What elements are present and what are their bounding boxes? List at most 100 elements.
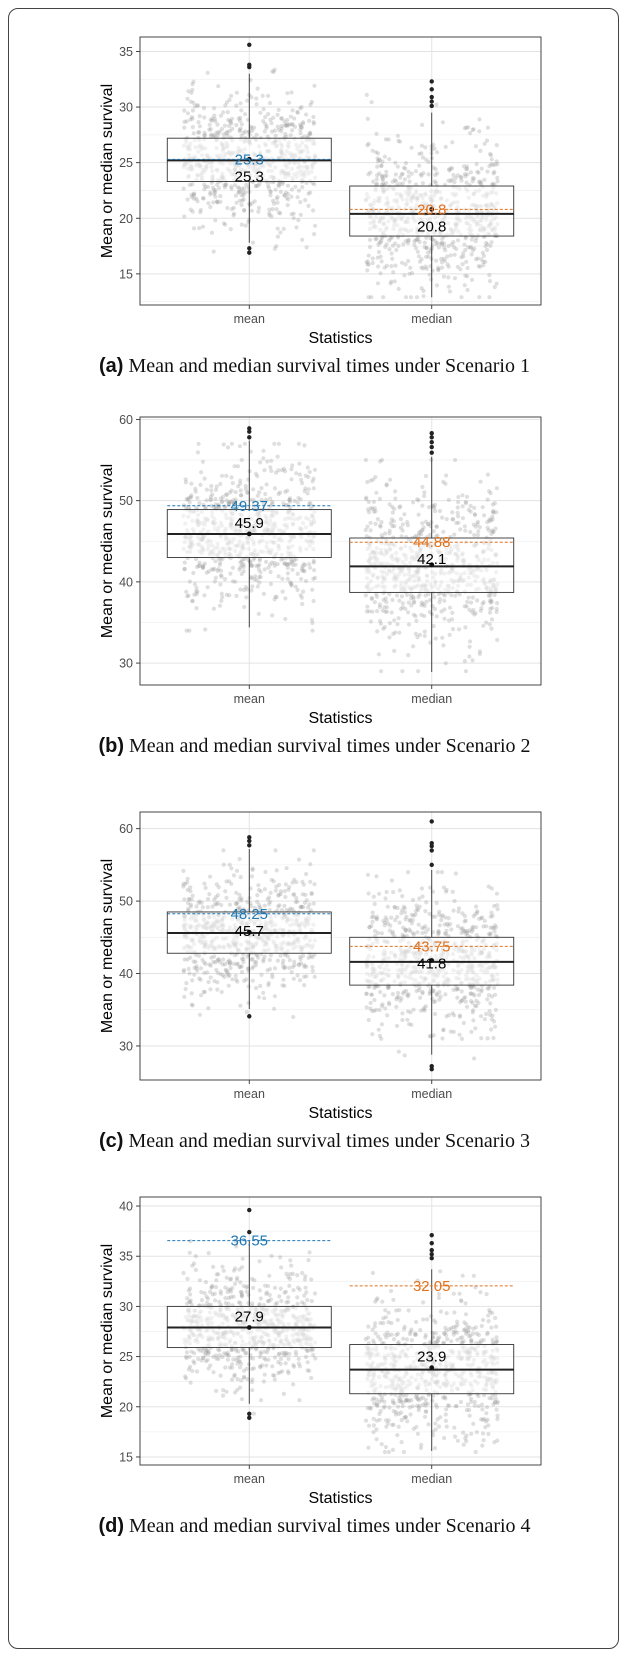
jitter-point — [422, 493, 427, 499]
jitter-point — [451, 1029, 456, 1034]
jitter-point — [420, 991, 425, 996]
jitter-point — [189, 1002, 194, 1007]
jitter-point — [186, 906, 191, 912]
jitter-point — [368, 1006, 373, 1011]
jitter-point — [279, 116, 284, 121]
jitter-point — [238, 1301, 243, 1306]
plot-border — [139, 36, 542, 306]
jitter-point — [251, 1366, 256, 1371]
jitter-point — [456, 520, 461, 525]
jitter-point — [187, 1354, 192, 1359]
jitter-point — [407, 271, 412, 276]
jitter-point — [240, 1265, 245, 1270]
jitter-point — [487, 489, 492, 494]
jitter-point — [392, 905, 397, 910]
jitter-point — [291, 1364, 297, 1369]
jitter-point — [304, 898, 309, 903]
jitter-point — [205, 585, 210, 590]
jitter-point — [392, 648, 397, 653]
jitter-point — [278, 1370, 283, 1375]
jitter-point — [464, 604, 469, 609]
jitter-point — [391, 519, 396, 524]
jitter-point — [468, 170, 473, 175]
jitter-point — [230, 977, 235, 982]
jitter-point — [210, 492, 215, 497]
jitter-point — [462, 524, 467, 529]
jitter-point — [187, 182, 192, 187]
jitter-point — [298, 127, 303, 132]
jitter-point — [303, 1285, 308, 1290]
jitter-point — [185, 957, 190, 962]
jitter-point — [257, 181, 262, 186]
jitter-point — [479, 166, 484, 171]
jitter-point — [305, 465, 310, 470]
jitter-point — [239, 1290, 244, 1295]
jitter-point — [409, 596, 414, 601]
jitter-point — [446, 618, 452, 623]
jitter-point — [272, 441, 277, 446]
jitter-point — [229, 441, 234, 446]
jitter-point — [201, 196, 206, 201]
jitter-point — [462, 919, 467, 924]
jitter-point — [201, 106, 207, 111]
jitter-point — [369, 992, 374, 997]
jitter-point — [420, 989, 425, 994]
jitter-point — [414, 903, 419, 908]
jitter-point — [265, 1284, 271, 1289]
jitter-point — [182, 957, 187, 962]
jitter-point — [187, 579, 192, 584]
jitter-point — [232, 464, 237, 469]
jitter-point — [241, 1347, 246, 1352]
jitter-point — [263, 114, 268, 120]
jitter-point — [464, 164, 470, 169]
jitter-point — [270, 975, 275, 980]
jitter-point — [439, 242, 444, 247]
jitter-point — [209, 1284, 215, 1290]
jitter-point — [409, 145, 414, 150]
jitter-point — [488, 153, 494, 158]
jitter-point — [386, 921, 391, 926]
jitter-point — [235, 979, 240, 984]
jitter-point — [198, 210, 203, 215]
caption-text: Mean and median survival times under Sce… — [123, 735, 531, 757]
jitter-point — [300, 601, 305, 607]
outlier-point — [429, 819, 434, 824]
jitter-point — [227, 1365, 232, 1370]
jitter-point — [211, 188, 217, 193]
jitter-point — [234, 200, 239, 205]
jitter-point — [406, 238, 411, 243]
jitter-point — [257, 580, 262, 585]
jitter-point — [383, 609, 388, 614]
jitter-point — [276, 904, 281, 909]
jitter-point — [379, 669, 384, 674]
jitter-point — [400, 601, 405, 606]
jitter-point — [400, 894, 405, 899]
jitter-point — [442, 245, 447, 250]
jitter-point — [493, 923, 498, 928]
jitter-point — [215, 122, 220, 127]
jitter-point — [196, 900, 201, 905]
jitter-point — [201, 196, 206, 201]
jitter-point — [427, 1034, 432, 1039]
jitter-point — [384, 483, 389, 488]
jitter-point — [490, 517, 495, 522]
jitter-point — [308, 565, 313, 570]
jitter-point — [381, 181, 386, 186]
jitter-point — [219, 473, 225, 478]
jitter-point — [258, 889, 264, 894]
jitter-point — [194, 585, 199, 590]
jitter-point — [444, 473, 449, 478]
jitter-point — [408, 265, 413, 270]
jitter-point — [215, 568, 220, 573]
jitter-point — [239, 1293, 244, 1298]
jitter-point — [239, 559, 244, 564]
jitter-point — [213, 496, 218, 501]
jitter-point — [385, 904, 390, 909]
jitter-point — [312, 1291, 318, 1296]
jitter-point — [474, 933, 479, 938]
jitter-point — [233, 497, 238, 502]
jitter-point — [272, 201, 277, 206]
jitter-point — [230, 1365, 235, 1370]
jitter-point — [482, 141, 487, 146]
jitter-point — [282, 889, 287, 894]
